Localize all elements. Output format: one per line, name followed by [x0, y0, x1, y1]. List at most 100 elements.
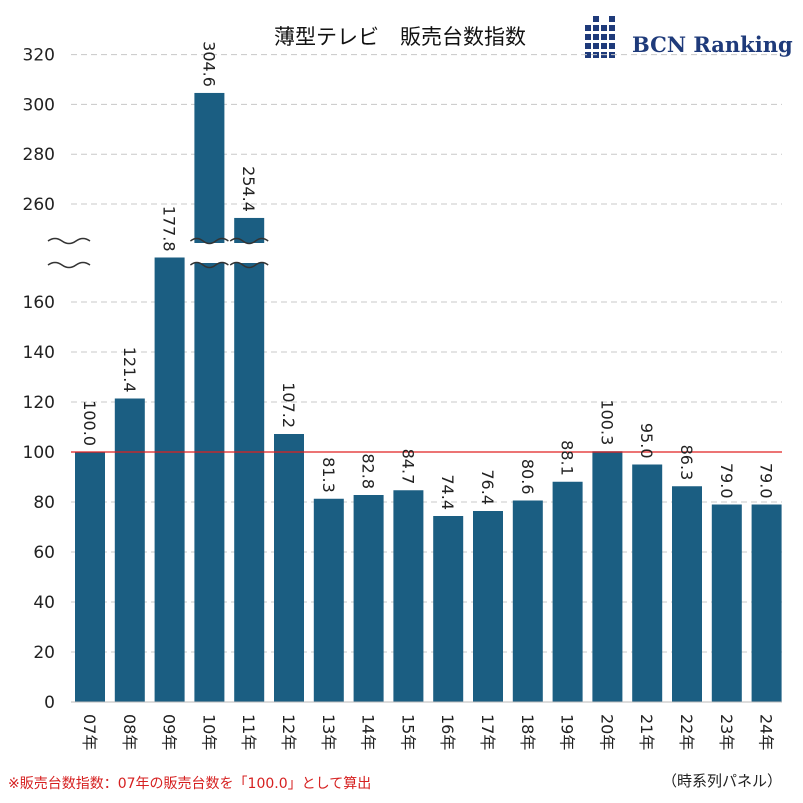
break-wave	[190, 261, 229, 269]
x-category-label: 11年	[239, 714, 258, 750]
bar-value-label: 84.7	[398, 449, 417, 485]
x-category-label: 07年	[80, 714, 99, 750]
logo-square	[593, 25, 599, 31]
y-tick-label: 300	[23, 95, 55, 115]
bar-value-label: 88.1	[558, 440, 577, 476]
y-tick-label: 80	[33, 493, 55, 513]
x-category-label: 15年	[398, 714, 417, 750]
x-category-label: 13年	[319, 714, 338, 750]
x-category-label: 17年	[478, 714, 497, 750]
bar-value-label: 100.3	[597, 399, 616, 445]
x-category-label: 19年	[558, 714, 577, 750]
y-tick-label: 120	[23, 393, 55, 413]
logo-square	[585, 52, 591, 58]
x-category-label: 22年	[677, 714, 696, 750]
y-tick-label: 260	[23, 195, 55, 215]
bar-value-label: 86.3	[677, 445, 696, 481]
logo-square	[593, 16, 599, 22]
bar	[114, 398, 145, 702]
chart-title: 薄型テレビ 販売台数指数	[274, 25, 526, 49]
bar-value-label: 79.0	[717, 463, 736, 499]
y-tick-label: 160	[23, 293, 55, 313]
break-wave	[229, 237, 269, 245]
bar	[433, 516, 464, 702]
logo-square	[585, 43, 591, 49]
x-category-label: 10年	[199, 714, 218, 750]
bar-value-label: 82.8	[359, 453, 378, 489]
break-wave	[229, 261, 269, 269]
bar	[234, 217, 265, 702]
bar-value-label: 304.6	[199, 41, 218, 87]
break-gap	[46, 243, 92, 263]
logo-square	[609, 34, 615, 40]
break-gap	[188, 243, 231, 263]
bar	[632, 464, 663, 702]
x-category-label: 12年	[279, 714, 298, 750]
bar	[552, 481, 583, 702]
bar-value-label: 254.4	[239, 166, 258, 212]
break-wave	[47, 261, 91, 269]
x-category-label: 14年	[359, 714, 378, 750]
y-tick-label: 40	[33, 593, 55, 613]
axis-break-marks	[46, 237, 271, 269]
logo-square	[609, 16, 615, 22]
x-axis-labels: 07年 08年 09年 10年 11年 12年 13年 14年 15年 16年 17年 18年 19年 2…	[80, 714, 776, 750]
y-tick-label: 100	[23, 443, 55, 463]
logo-text: BCN Ranking	[632, 32, 793, 57]
x-category-label: 24年	[757, 714, 776, 750]
bar	[274, 434, 304, 702]
logo-square	[585, 25, 591, 31]
bar-value-label: 79.0	[757, 463, 776, 499]
bar	[512, 500, 543, 702]
x-category-label: 21年	[637, 714, 656, 750]
bar-value-label: 74.4	[438, 474, 457, 510]
logo-square	[585, 34, 591, 40]
break-wave	[190, 237, 229, 245]
logo-square	[593, 43, 599, 49]
bars	[75, 92, 782, 703]
x-category-label: 09年	[160, 714, 179, 750]
x-category-label: 18年	[518, 714, 537, 750]
y-tick-label: 0	[44, 693, 55, 713]
y-axis-ticks: 0 20 40 60 80 100 120 140 160 260 280 300 320	[23, 46, 55, 713]
source-note: （時系列パネル）	[662, 772, 782, 790]
break-wave	[47, 237, 91, 245]
logo-square	[601, 25, 607, 31]
bar-value-label: 107.2	[279, 382, 298, 428]
y-tick-label: 140	[23, 343, 55, 363]
break-gap	[228, 243, 271, 263]
logo-square	[601, 43, 607, 49]
x-category-label: 20年	[597, 714, 616, 750]
y-tick-label: 320	[23, 46, 55, 66]
bar-value-label: 81.3	[319, 457, 338, 493]
bar-value-label: 100.0	[80, 400, 99, 446]
bar-value-label: 95.0	[637, 423, 656, 459]
y-tick-label: 20	[33, 643, 55, 663]
logo-square	[593, 34, 599, 40]
bar	[393, 490, 424, 702]
bar	[75, 452, 105, 702]
logo-square	[609, 43, 615, 49]
bar-value-label: 76.4	[478, 469, 497, 505]
x-category-label: 16年	[438, 714, 457, 750]
logo-square	[609, 25, 615, 31]
x-category-label: 23年	[717, 714, 736, 750]
bar	[353, 495, 384, 702]
bar	[194, 92, 225, 703]
bar	[592, 451, 623, 702]
bar	[711, 504, 742, 702]
footnote: ※販売台数指数：07年の販売台数を「100.0」として算出	[8, 776, 371, 792]
bar-value-label: 80.6	[518, 459, 537, 495]
bar	[313, 498, 344, 702]
logo-square	[601, 34, 607, 40]
x-category-label: 08年	[120, 714, 139, 750]
bar-value-label: 121.4	[120, 347, 139, 393]
y-tick-label: 280	[23, 145, 55, 165]
bar	[154, 257, 185, 702]
bar	[473, 511, 503, 702]
logo-mark-icon	[585, 16, 615, 58]
bcn-logo: BCN Ranking	[585, 16, 793, 58]
y-tick-label: 60	[33, 543, 55, 563]
bar	[672, 486, 702, 702]
